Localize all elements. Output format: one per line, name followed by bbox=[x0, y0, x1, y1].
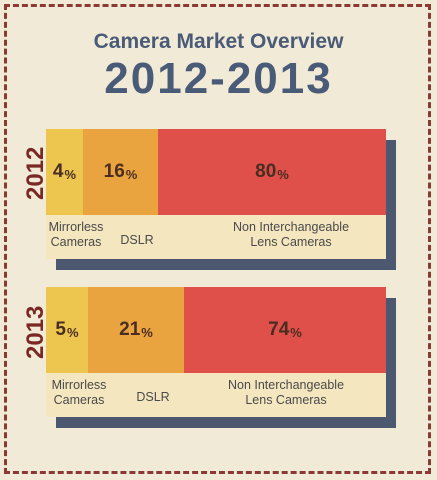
chart-title: Camera Market Overview bbox=[93, 30, 344, 53]
data-label-dslr: 21% bbox=[119, 319, 153, 340]
category-label-mirrorless: Mirrorless Cameras bbox=[51, 378, 107, 407]
bar-segment-dslr bbox=[88, 287, 184, 373]
category-label-dslr: DSLR bbox=[120, 233, 154, 247]
category-label-dslr: DSLR bbox=[136, 390, 170, 404]
bar-segment-non-interchangeable bbox=[158, 129, 386, 215]
category-label-strip-2013 bbox=[46, 373, 386, 417]
data-label-dslr: 16% bbox=[103, 161, 138, 182]
data-label-non-interchangeable: 80% bbox=[255, 161, 289, 182]
data-label-mirrorless: 4% bbox=[52, 161, 77, 182]
stacked-bar-2012 bbox=[46, 129, 386, 215]
bar-segment-mirrorless bbox=[46, 129, 83, 215]
bar-segment-non-interchangeable bbox=[184, 287, 386, 373]
chart-block-2012: 4% 16% 80% Mirrorless Cameras DSLR Non Interc… bbox=[46, 129, 386, 259]
data-label-non-interchangeable: 74% bbox=[268, 319, 302, 340]
category-label-mirrorless: Mirrorless Cameras bbox=[48, 220, 104, 249]
year-label-2012: 2012 bbox=[22, 146, 49, 200]
stacked-bar-2013 bbox=[46, 287, 386, 373]
bar-segment-mirrorless bbox=[46, 287, 88, 373]
category-label-non-interchangeable: Non Interchangeable Lens Cameras bbox=[227, 378, 345, 407]
chart-subtitle: 2012-2013 bbox=[104, 54, 333, 103]
year-label-2013: 2013 bbox=[22, 305, 49, 359]
chart-block-2013: 5% 21% 74% Mirrorless Cameras DSLR Non Interc… bbox=[46, 287, 386, 417]
dashed-frame bbox=[4, 4, 431, 474]
data-label-mirrorless: 5% bbox=[55, 319, 79, 340]
bar-segment-dslr bbox=[83, 129, 158, 215]
category-label-strip-2012 bbox=[46, 215, 386, 259]
category-label-non-interchangeable: Non Interchangeable Lens Cameras bbox=[232, 220, 350, 249]
